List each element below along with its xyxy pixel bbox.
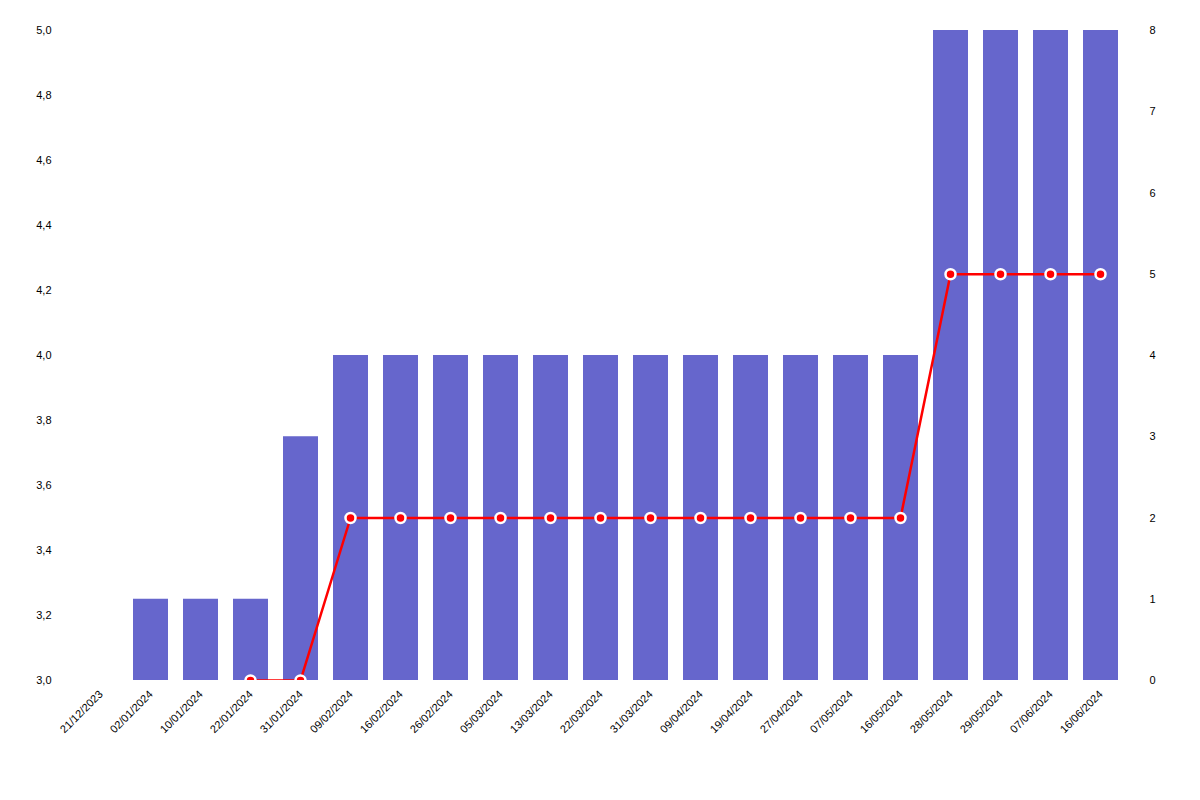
svg-text:3,2: 3,2 <box>36 609 51 621</box>
svg-text:4,8: 4,8 <box>36 89 51 101</box>
svg-text:0: 0 <box>1150 674 1156 686</box>
svg-text:22/01/2024: 22/01/2024 <box>207 688 254 735</box>
svg-text:13/03/2024: 13/03/2024 <box>507 688 554 735</box>
svg-text:05/03/2024: 05/03/2024 <box>457 688 504 735</box>
svg-text:02/01/2024: 02/01/2024 <box>107 688 154 735</box>
svg-text:16/06/2024: 16/06/2024 <box>1057 688 1104 735</box>
svg-text:5,0: 5,0 <box>36 24 51 36</box>
svg-text:29/05/2024: 29/05/2024 <box>957 688 1004 735</box>
svg-text:6: 6 <box>1150 187 1156 199</box>
svg-text:2: 2 <box>1150 512 1156 524</box>
svg-text:7: 7 <box>1150 105 1156 117</box>
svg-text:31/03/2024: 31/03/2024 <box>607 688 654 735</box>
svg-text:3,8: 3,8 <box>36 414 51 426</box>
svg-text:5: 5 <box>1150 268 1156 280</box>
svg-text:3,4: 3,4 <box>36 544 51 556</box>
svg-text:4,0: 4,0 <box>36 349 51 361</box>
svg-text:3,6: 3,6 <box>36 479 51 491</box>
svg-text:4,6: 4,6 <box>36 154 51 166</box>
svg-text:22/03/2024: 22/03/2024 <box>557 688 604 735</box>
svg-text:4: 4 <box>1150 349 1156 361</box>
svg-text:10/01/2024: 10/01/2024 <box>157 688 204 735</box>
svg-text:07/05/2024: 07/05/2024 <box>807 688 854 735</box>
svg-text:16/05/2024: 16/05/2024 <box>857 688 904 735</box>
svg-text:19/04/2024: 19/04/2024 <box>707 688 754 735</box>
svg-text:27/04/2024: 27/04/2024 <box>757 688 804 735</box>
svg-text:3,0: 3,0 <box>36 674 51 686</box>
svg-text:31/01/2024: 31/01/2024 <box>257 688 304 735</box>
svg-text:28/05/2024: 28/05/2024 <box>907 688 954 735</box>
svg-text:16/02/2024: 16/02/2024 <box>357 688 404 735</box>
svg-text:26/02/2024: 26/02/2024 <box>407 688 454 735</box>
svg-text:07/06/2024: 07/06/2024 <box>1007 688 1054 735</box>
svg-text:09/04/2024: 09/04/2024 <box>657 688 704 735</box>
svg-text:3: 3 <box>1150 430 1156 442</box>
svg-text:21/12/2023: 21/12/2023 <box>57 688 104 735</box>
svg-text:4,4: 4,4 <box>36 219 51 231</box>
svg-text:1: 1 <box>1150 593 1156 605</box>
svg-text:09/02/2024: 09/02/2024 <box>307 688 354 735</box>
svg-text:4,2: 4,2 <box>36 284 51 296</box>
svg-text:8: 8 <box>1150 24 1156 36</box>
